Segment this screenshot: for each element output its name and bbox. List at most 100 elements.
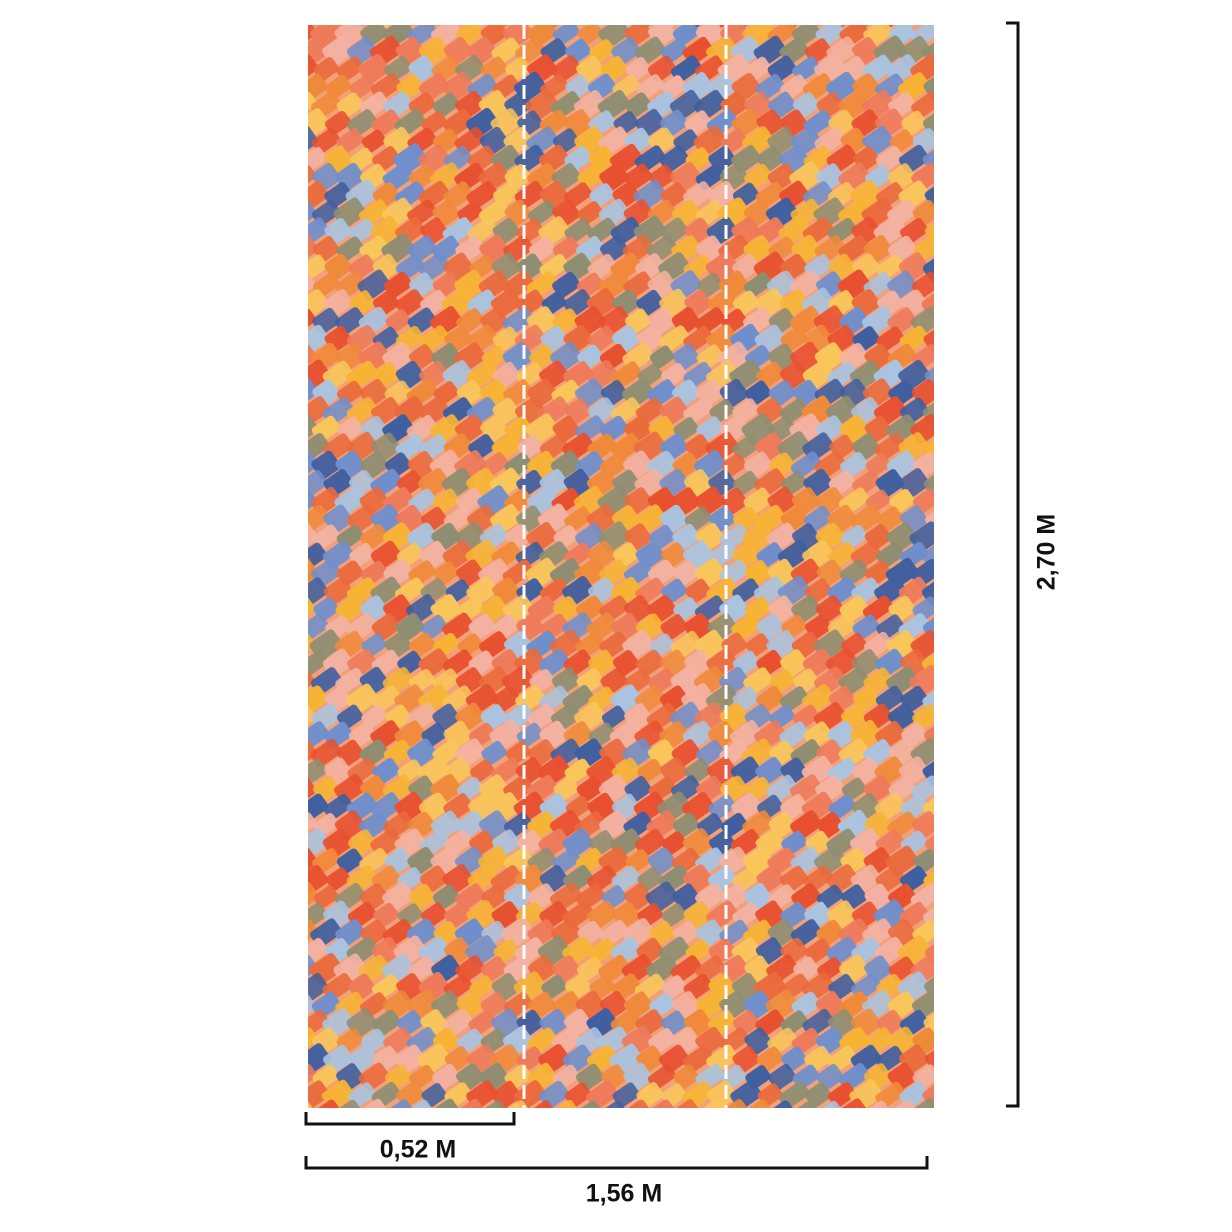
brush-stroke — [308, 91, 317, 119]
brush-stroke — [468, 613, 496, 640]
brush-stroke — [649, 345, 675, 369]
brush-stroke — [308, 343, 317, 371]
brush-stroke — [308, 324, 330, 354]
brush-stroke — [804, 938, 832, 964]
brush-stroke — [624, 1099, 652, 1108]
brush-stroke — [308, 557, 319, 589]
brush-stroke — [601, 705, 627, 729]
brush-stroke — [361, 129, 387, 153]
brush-stroke — [408, 632, 436, 658]
brush-stroke — [516, 722, 544, 748]
brush-stroke — [408, 883, 436, 911]
brush-stroke — [308, 433, 330, 461]
height-bracket — [1006, 21, 1020, 1108]
brush-stroke — [721, 453, 747, 477]
brush-stroke — [272, 610, 309, 645]
brush-stroke — [732, 470, 759, 496]
brush-stroke — [308, 793, 329, 821]
brush-stroke — [636, 25, 664, 28]
brush-stroke — [273, 1042, 308, 1075]
brush-stroke — [308, 1080, 330, 1108]
brush-stroke — [272, 863, 307, 896]
brush-stroke — [361, 705, 387, 729]
brush-stroke — [853, 686, 879, 712]
brush-stroke — [272, 1006, 308, 1039]
brush-stroke — [273, 647, 307, 680]
brush-stroke — [273, 72, 307, 103]
brush-stroke — [308, 669, 315, 693]
brush-stroke — [308, 125, 318, 157]
height-label: 2,70 M — [1033, 514, 1061, 590]
brush-stroke — [308, 181, 329, 209]
brush-stroke — [325, 867, 351, 891]
brush-stroke — [817, 1100, 843, 1108]
brush-stroke — [308, 650, 329, 676]
brush-stroke — [308, 164, 316, 190]
brush-stroke — [660, 25, 688, 28]
brush-stroke — [564, 506, 592, 532]
brush-stroke — [308, 632, 315, 658]
brush-stroke — [274, 252, 305, 282]
brush-stroke — [274, 720, 307, 751]
brush-stroke — [308, 721, 329, 749]
brush-stroke — [732, 434, 761, 460]
brush-stroke — [576, 956, 604, 982]
brush-stroke — [308, 359, 331, 391]
brush-stroke — [308, 522, 318, 552]
brush-stroke — [308, 1043, 331, 1075]
total-width-label: 1,56 M — [586, 1180, 662, 1208]
brush-stroke — [273, 287, 306, 319]
brush-stroke — [308, 596, 316, 622]
brush-stroke — [308, 308, 316, 334]
brush-stroke — [274, 900, 305, 931]
brush-stroke — [637, 867, 663, 892]
brush-stroke — [308, 685, 328, 713]
brush-stroke — [768, 1063, 796, 1091]
brush-stroke — [481, 740, 507, 766]
brush-stroke — [274, 216, 305, 245]
brush-stroke — [273, 360, 307, 391]
brush-stroke — [273, 755, 308, 788]
brush-stroke — [887, 1100, 917, 1108]
brush-stroke — [308, 738, 317, 768]
brush-stroke — [308, 54, 318, 84]
brush-stroke — [308, 881, 319, 913]
brush-stroke — [468, 25, 496, 28]
brush-stroke — [308, 73, 328, 101]
brush-stroke — [308, 504, 330, 534]
brush-stroke — [308, 378, 319, 408]
brush-stroke — [308, 577, 329, 605]
brush-stroke — [308, 234, 318, 265]
brush-stroke — [275, 1080, 305, 1109]
brush-stroke — [743, 1099, 773, 1108]
brush-stroke — [661, 831, 687, 855]
brush-stroke — [308, 273, 315, 298]
brush-stroke — [274, 36, 305, 67]
brush-stroke — [672, 812, 700, 838]
brush-stroke — [308, 486, 317, 516]
brush-stroke — [564, 758, 592, 784]
brush-stroke — [577, 25, 603, 45]
brush-stroke — [601, 1100, 627, 1108]
brush-stroke — [275, 540, 304, 569]
brush-stroke — [672, 883, 700, 911]
brush-stroke — [745, 633, 771, 657]
brush-stroke — [672, 560, 700, 586]
brush-stroke — [924, 830, 934, 856]
brush-stroke — [308, 289, 329, 317]
brush-stroke — [273, 792, 306, 823]
brush-stroke — [718, 1099, 750, 1108]
brush-stroke — [308, 865, 329, 893]
brush-stroke — [589, 183, 615, 207]
brush-stroke — [901, 110, 927, 136]
brush-stroke — [552, 1099, 580, 1108]
brush-stroke — [660, 614, 688, 640]
brush-stroke — [308, 25, 317, 47]
brush-stroke — [308, 413, 319, 445]
brush-stroke — [272, 934, 308, 968]
brush-stroke — [336, 848, 364, 874]
total-width-bracket — [304, 1156, 929, 1170]
brush-stroke — [673, 1064, 699, 1090]
